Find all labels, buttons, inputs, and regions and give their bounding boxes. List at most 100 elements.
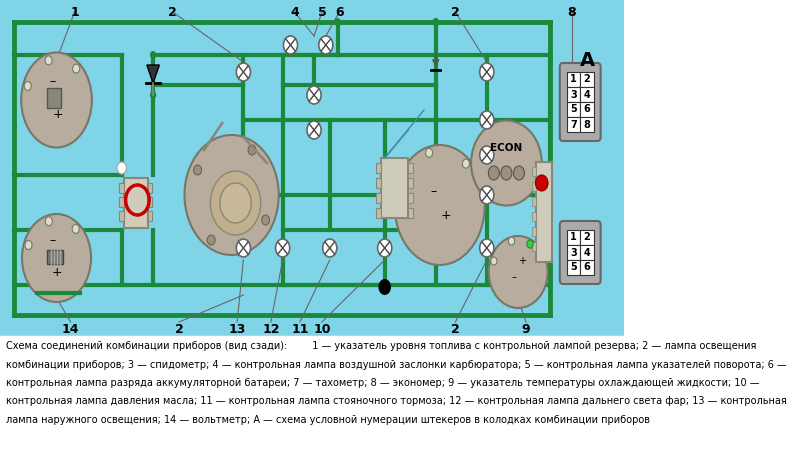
Circle shape <box>220 183 251 223</box>
Text: Схема соединений комбинации приборов (вид сзади):        1 — указатель уровня то: Схема соединений комбинации приборов (ви… <box>6 341 757 351</box>
Circle shape <box>284 36 297 54</box>
Circle shape <box>72 224 80 234</box>
Bar <box>148 211 153 221</box>
Text: 1: 1 <box>570 233 577 242</box>
Bar <box>580 72 594 87</box>
Bar <box>148 197 153 207</box>
Text: 4: 4 <box>584 248 590 257</box>
Circle shape <box>45 217 52 226</box>
Text: лампа наружного освещения; 14 — вольтметр; А — схема условной нумерации штекеров: лампа наружного освещения; 14 — вольтмет… <box>6 415 650 425</box>
Text: 4: 4 <box>584 89 590 100</box>
Bar <box>567 102 580 117</box>
Bar <box>532 227 537 236</box>
Ellipse shape <box>489 236 548 308</box>
Text: 2: 2 <box>451 6 460 19</box>
Bar <box>381 158 409 218</box>
Circle shape <box>319 36 333 54</box>
Bar <box>119 183 124 193</box>
Circle shape <box>514 166 525 180</box>
Text: 13: 13 <box>228 323 246 336</box>
Text: –: – <box>512 272 517 282</box>
Circle shape <box>479 111 494 129</box>
Ellipse shape <box>184 135 279 255</box>
Circle shape <box>432 18 439 26</box>
Bar <box>532 182 537 191</box>
Bar <box>376 208 381 218</box>
Bar <box>567 245 580 260</box>
Text: 8: 8 <box>568 6 576 19</box>
Bar <box>580 245 594 260</box>
Bar <box>148 183 153 193</box>
Bar <box>580 117 594 132</box>
Text: 2: 2 <box>584 74 590 85</box>
Circle shape <box>479 146 494 164</box>
Circle shape <box>25 241 32 249</box>
Text: 14: 14 <box>62 323 80 336</box>
Bar <box>0 335 624 468</box>
Circle shape <box>323 239 337 257</box>
Text: 2: 2 <box>584 233 590 242</box>
Circle shape <box>248 145 256 155</box>
Circle shape <box>262 215 270 225</box>
Circle shape <box>236 239 250 257</box>
Circle shape <box>536 175 548 191</box>
Bar <box>119 211 124 221</box>
Bar <box>567 87 580 102</box>
Ellipse shape <box>394 145 485 265</box>
Circle shape <box>211 171 261 235</box>
Circle shape <box>150 51 157 59</box>
Circle shape <box>72 64 80 73</box>
Text: 5: 5 <box>570 263 577 272</box>
FancyBboxPatch shape <box>560 63 600 141</box>
Text: +: + <box>51 266 62 279</box>
Text: 2: 2 <box>451 323 460 336</box>
Circle shape <box>45 56 52 65</box>
Text: контрольная лампа давления масла; 11 — контрольная лампа стояночного тормоза; 12: контрольная лампа давления масла; 11 — к… <box>6 396 787 407</box>
Text: 6: 6 <box>335 6 343 19</box>
Bar <box>580 260 594 275</box>
Text: 7: 7 <box>570 119 577 130</box>
Text: 3: 3 <box>570 248 577 257</box>
Text: 11: 11 <box>291 323 308 336</box>
Circle shape <box>378 239 392 257</box>
Ellipse shape <box>471 120 541 205</box>
Circle shape <box>463 159 469 168</box>
Text: 2: 2 <box>169 6 177 19</box>
Text: комбинации приборов; 3 — спидометр; 4 — контрольная лампа воздушной заслонки кар: комбинации приборов; 3 — спидометр; 4 — … <box>6 359 787 370</box>
Ellipse shape <box>22 214 91 302</box>
Circle shape <box>425 148 432 157</box>
Bar <box>409 178 413 188</box>
Circle shape <box>335 18 341 26</box>
Text: +: + <box>518 256 526 266</box>
Bar <box>567 230 580 245</box>
Ellipse shape <box>21 52 92 147</box>
Text: 6: 6 <box>584 104 590 115</box>
Circle shape <box>527 240 533 248</box>
Text: 12: 12 <box>262 323 280 336</box>
Text: 6: 6 <box>584 263 590 272</box>
Circle shape <box>491 257 497 265</box>
Circle shape <box>24 81 31 90</box>
Circle shape <box>398 182 405 191</box>
Bar <box>119 197 124 207</box>
Bar <box>532 197 537 206</box>
Bar <box>532 212 537 221</box>
Text: +: + <box>52 108 64 121</box>
Circle shape <box>378 279 391 295</box>
Text: 5: 5 <box>570 104 577 115</box>
Circle shape <box>479 63 494 81</box>
Bar <box>580 230 594 245</box>
Bar <box>47 250 63 264</box>
Bar <box>567 260 580 275</box>
Text: –: – <box>49 75 56 88</box>
Bar <box>376 163 381 173</box>
FancyBboxPatch shape <box>560 221 600 284</box>
Text: контрольная лампа разряда аккумуляторной батареи; 7 — тахометр; 8 — экономер; 9 : контрольная лампа разряда аккумуляторной… <box>6 378 760 388</box>
Text: 1: 1 <box>70 6 79 19</box>
Text: 9: 9 <box>522 323 530 336</box>
Text: 1: 1 <box>570 74 577 85</box>
Text: ECON: ECON <box>491 143 522 153</box>
Circle shape <box>488 166 499 180</box>
Circle shape <box>432 18 439 26</box>
Text: 4: 4 <box>290 6 299 19</box>
